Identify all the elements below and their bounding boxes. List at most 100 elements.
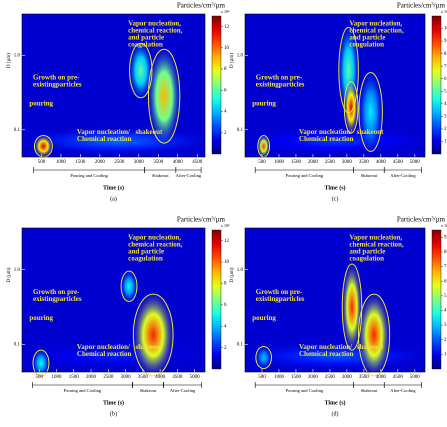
phase-label: Shakeout: [152, 173, 169, 178]
colorbar-tick-label: 8: [444, 52, 447, 57]
highlight-ring: [341, 263, 363, 351]
x-tick-label: 1500: [291, 375, 302, 380]
annotation: Vapor nucleation,: [349, 19, 402, 27]
annotation: Vapor nucleation,: [128, 233, 181, 241]
colorbar-tick-label: 4: [224, 324, 227, 329]
x-tick-label: 4500: [393, 375, 404, 380]
colorbar-title: Particles/cm³/µm: [397, 2, 446, 10]
x-tick-label: 1500: [291, 160, 302, 165]
y-axis-label: D (µm): [7, 53, 12, 68]
x-tick-label: 500: [258, 160, 266, 165]
panel-label: (c): [332, 195, 339, 202]
highlight-ring: [343, 81, 359, 134]
phase-label: After-Cooling: [170, 388, 196, 393]
annotation: Vapor nucleation/: [299, 128, 353, 136]
hotspot: [146, 43, 182, 150]
x-tick-label: 4000: [376, 375, 387, 380]
hotspot: [254, 345, 273, 370]
annotation: coagulation: [128, 40, 163, 48]
colorbar-tick-label: 7: [444, 265, 447, 270]
annotation: coagulation: [349, 254, 384, 262]
colorbar-tick-label: 12: [224, 239, 230, 244]
x-tick-label: 4000: [155, 375, 166, 380]
y-tick-label: 1.0: [14, 54, 21, 59]
colorbar-tick-label: 9: [444, 235, 447, 240]
annotation: Growth on pre-: [256, 288, 303, 296]
annotation: coagulation: [349, 40, 384, 48]
colorbar-tick-label: 6: [224, 303, 227, 308]
annotation: Chemical reaction: [77, 135, 132, 143]
colorbar-title: Particles/cm³/µm: [177, 2, 226, 10]
annotation: existingparticles: [256, 81, 305, 89]
x-axis-label: Time (s): [324, 399, 345, 406]
highlight-ring: [358, 72, 383, 152]
annotation: coagulation: [128, 254, 163, 262]
colorbar-exponent: x 10⁴: [441, 223, 447, 228]
annotation: and particle: [128, 247, 164, 255]
colorbar-tick-label: 2: [444, 127, 447, 132]
x-tick-label: 1000: [274, 160, 285, 165]
y-tick-label: 1.0: [14, 268, 21, 273]
annotation: shakeout: [357, 128, 385, 136]
phase-label: After-Cooling: [176, 173, 202, 178]
colorbar-tick-label: 8: [444, 250, 447, 255]
x-tick-label: 4500: [192, 160, 203, 165]
x-tick-label: 3500: [359, 160, 370, 165]
x-tick-label: 500: [38, 160, 46, 165]
y-tick-label: 0.1: [14, 343, 21, 348]
plot-frame: [244, 13, 426, 158]
annotation: existingparticles: [33, 81, 82, 89]
plot-frame: [21, 227, 206, 373]
colorbar-exponent: x 10⁴: [441, 9, 447, 14]
annotation: Vapor nucleation/: [299, 343, 353, 351]
x-tick-label: 3500: [138, 375, 149, 380]
annotation: chemical reaction,: [349, 26, 404, 34]
y-tick-label: 0.1: [14, 128, 21, 133]
x-tick-label: 5000: [410, 375, 421, 380]
annotation: pouring: [29, 99, 53, 107]
heatmap: [245, 258, 425, 372]
annotation: chemical reaction,: [128, 240, 183, 248]
x-tick-label: 4000: [173, 160, 184, 165]
x-tick-label: 2500: [103, 375, 114, 380]
colorbar-tick-label: 4: [444, 102, 447, 107]
colorbar-tick-label: 9: [444, 39, 447, 44]
phase-label: Shakeout: [361, 173, 378, 178]
colorbar-tick-label: 8: [224, 67, 227, 72]
x-tick-label: 3000: [121, 375, 132, 380]
colorbar-tick-label: 2: [444, 338, 447, 343]
y-tick-label: 0.1: [237, 343, 244, 348]
hotspot: [33, 134, 54, 157]
x-tick-label: 1000: [52, 375, 63, 380]
colorbar-tick-label: 5: [444, 89, 447, 94]
annotation: pouring: [252, 314, 276, 322]
panel-label: (b): [110, 410, 117, 417]
heatmap: [22, 39, 205, 157]
colorbar-tick-label: 1: [444, 353, 447, 358]
y-tick-label: 0.1: [237, 128, 244, 133]
highlight-ring: [147, 48, 181, 144]
colorbar-exponent: x 10⁴: [221, 223, 230, 228]
colorbar-tick-label: 4: [444, 309, 447, 314]
x-tick-label: 1500: [75, 160, 86, 165]
phase-label: Pouring and Cooling: [286, 173, 324, 178]
colorbar-tick-label: 6: [444, 279, 447, 284]
heatmap: [22, 269, 205, 372]
annotation: Chemical reaction: [299, 135, 354, 143]
hotspot: [343, 78, 359, 137]
colorbar-tick-label: 8: [224, 282, 227, 287]
annotation: Chemical reaction: [299, 350, 354, 358]
highlight-ring: [129, 42, 153, 99]
x-tick-label: 1000: [274, 375, 285, 380]
y-tick-label: 1.0: [237, 268, 244, 273]
x-tick-label: 1000: [56, 160, 67, 165]
annotation: Growth on pre-: [33, 288, 80, 296]
colorbar: [211, 15, 222, 155]
annotation: and particle: [128, 33, 164, 41]
hotspot: [120, 269, 139, 304]
x-tick-label: 4000: [376, 160, 387, 165]
x-tick-label: 3000: [134, 160, 145, 165]
x-tick-label: 4500: [172, 375, 183, 380]
colorbar-tick-label: 7: [444, 64, 447, 69]
colorbar-tick-label: 2: [224, 346, 227, 351]
